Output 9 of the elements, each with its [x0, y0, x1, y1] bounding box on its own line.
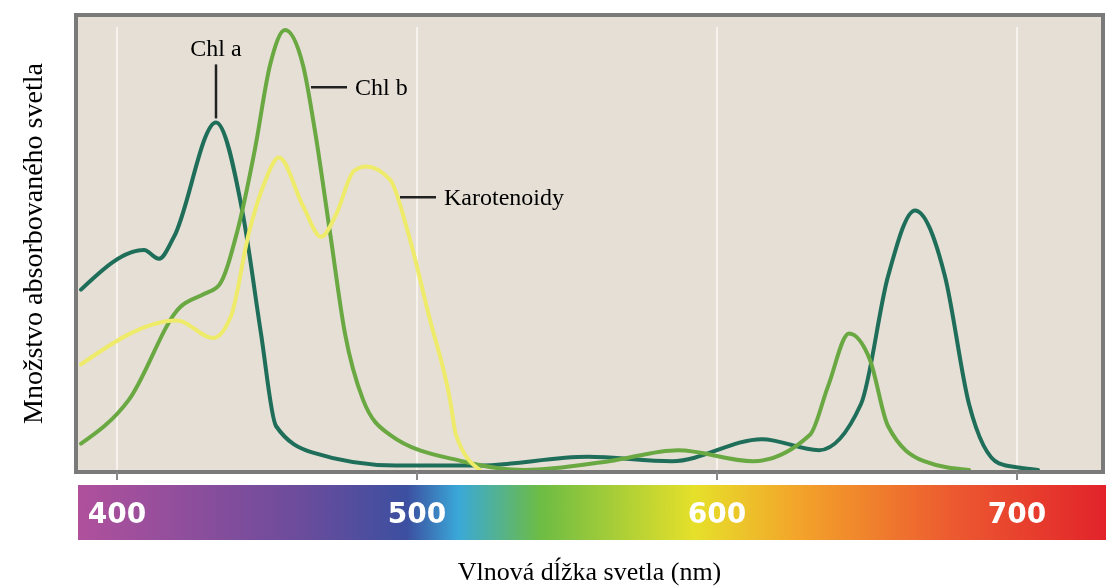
y-axis-title: Množstvo absorbovaného svetla — [17, 62, 48, 424]
x-tick-label: 600 — [687, 497, 747, 530]
x-tick-label: 700 — [987, 497, 1047, 530]
x-tick-label: 400 — [87, 497, 147, 530]
x-tick-label: 500 — [387, 497, 447, 530]
x-axis-title: Vlnová dĺžka svetla (nm) — [457, 557, 722, 586]
series-label: Karotenoidy — [444, 184, 564, 211]
text: Chl a — [190, 35, 243, 62]
series-label: Chl b — [355, 74, 408, 101]
